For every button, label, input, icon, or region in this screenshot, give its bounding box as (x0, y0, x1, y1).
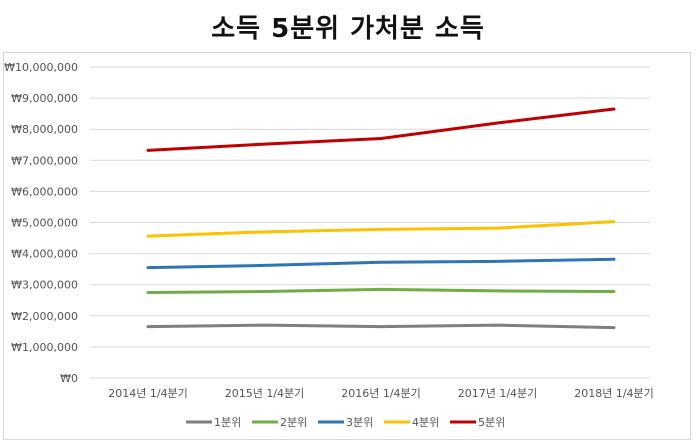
series-line-4분위 (146, 220, 616, 238)
y-tick-label: ₩7,000,000 (11, 154, 78, 167)
y-tick-label: ₩8,000,000 (11, 123, 78, 136)
y-tick-label: ₩2,000,000 (11, 310, 78, 323)
y-tick-label: ₩9,000,000 (11, 92, 78, 105)
x-tick-label: 2018년 1/4분기 (574, 387, 654, 400)
y-tick-label: ₩3,000,000 (11, 279, 78, 292)
series-line-1분위 (146, 323, 616, 330)
series-line-3분위 (146, 257, 616, 270)
x-tick-label: 2015년 1/4분기 (225, 387, 305, 400)
x-tick-label: 2014년 1/4분기 (108, 387, 188, 400)
chart-frame (3, 52, 691, 440)
x-tick-label: 2017년 1/4분기 (458, 387, 538, 400)
gridlines (90, 66, 650, 379)
legend: 1분위 2분위 3분위 4분위 5분위 (186, 416, 505, 429)
legend-label: 1분위 (214, 416, 241, 429)
y-tick-label: ₩4,000,000 (11, 248, 78, 261)
legend-label: 2분위 (280, 416, 307, 429)
series-lines (146, 107, 616, 330)
y-tick-label: ₩10,000,000 (4, 61, 78, 74)
y-axis-tick-labels: ₩0 ₩1,000,000 ₩2,000,000 ₩3,000,000 ₩4,000,0… (4, 61, 78, 385)
y-tick-label: ₩0 (60, 372, 78, 385)
legend-label: 3분위 (346, 416, 373, 429)
series-line-5분위 (146, 107, 616, 152)
series-line-2분위 (146, 287, 616, 294)
y-tick-label: ₩6,000,000 (11, 185, 78, 198)
x-axis-tick-labels: 2014년 1/4분기 2015년 1/4분기 2016년 1/4분기 2017년 1… (108, 387, 654, 400)
legend-label: 4분위 (412, 416, 439, 429)
chart-title: 소득 5분위 가처분 소득 (211, 14, 485, 44)
y-tick-label: ₩5,000,000 (11, 217, 78, 230)
y-tick-label: ₩1,000,000 (11, 341, 78, 354)
x-tick-label: 2016년 1/4분기 (341, 387, 421, 400)
legend-label: 5분위 (478, 416, 505, 429)
